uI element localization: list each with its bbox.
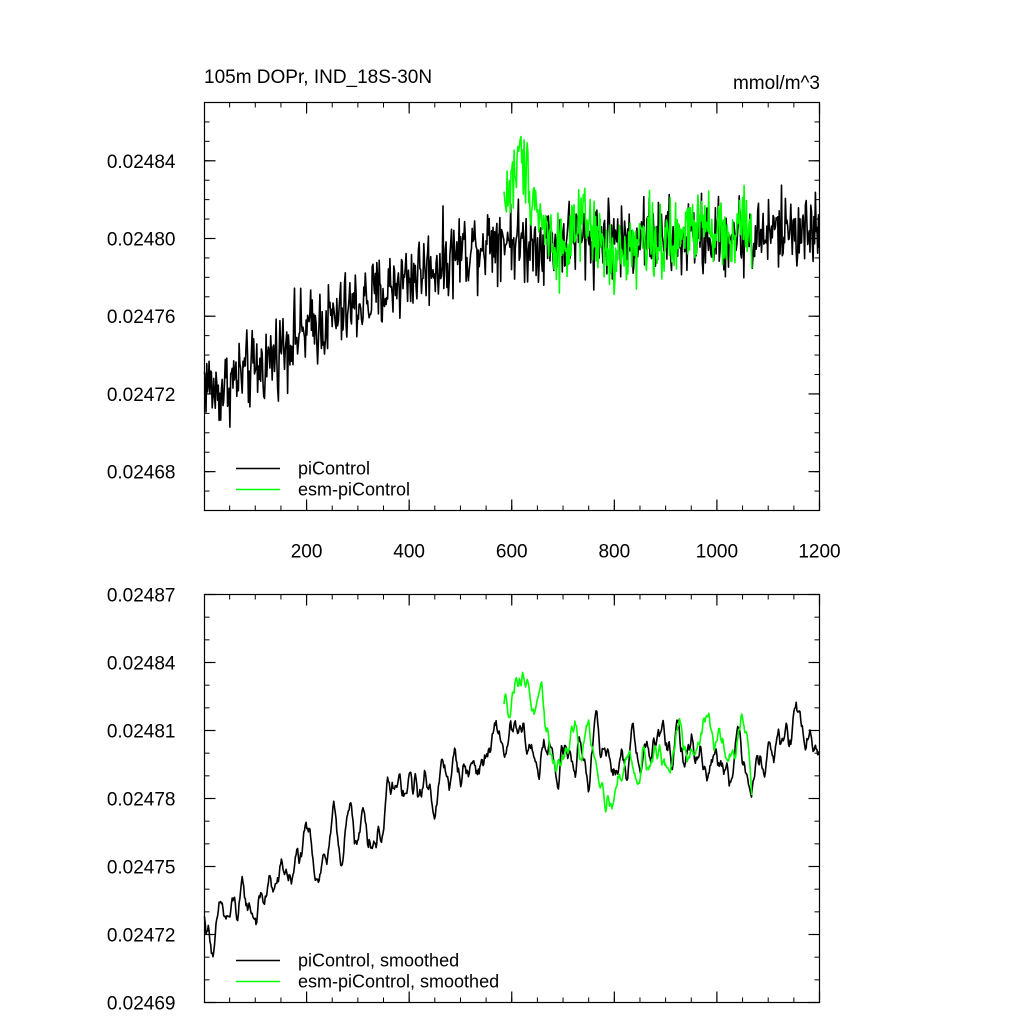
y-tick-label: 0.02472	[107, 385, 176, 406]
x-tick-label: 800	[598, 542, 630, 563]
legend-label: esm-piControl, smoothed	[298, 972, 499, 992]
top-axes-ticks: 200 400 600 800 1000 1200 0.02468 0.02472 0.0247…	[107, 102, 841, 563]
y-tick-label: 0.02468	[107, 463, 176, 484]
legend-label: piControl, smoothed	[298, 951, 459, 971]
bottom-plot-lines	[203, 671, 820, 958]
y-tick-label: 0.02475	[107, 858, 176, 879]
top-panel: 105m DOPr, IND_18S-30N mmol/m^3 200 400 60…	[107, 67, 841, 563]
top-plot-frame	[203, 101, 821, 512]
y-tick-label: 0.02472	[107, 926, 176, 947]
top-chart-units-label: mmol/m^3	[733, 73, 820, 94]
y-tick-label: 0.02481	[107, 722, 176, 743]
y-tick-label: 0.02476	[107, 307, 176, 328]
y-tick-label: 0.02478	[107, 790, 176, 811]
bottom-plot-frame	[203, 593, 821, 1004]
y-tick-label: 0.02484	[107, 152, 176, 173]
series-line-esm-picontrol	[503, 671, 753, 813]
top-chart-title: 105m DOPr, IND_18S-30N	[204, 67, 432, 88]
series-line-picontrol	[203, 184, 820, 428]
x-tick-label: 1200	[798, 542, 840, 563]
top-plot-lines	[203, 135, 820, 428]
legend-label: piControl	[298, 459, 370, 479]
legend-label: esm-piControl	[298, 480, 410, 500]
x-tick-label: 200	[291, 542, 323, 563]
x-tick-label: 1000	[696, 542, 738, 563]
bottom-panel: 0.02469 0.02472 0.02475 0.02478 0.02481 0.024…	[107, 586, 821, 1015]
y-tick-label: 0.02480	[107, 230, 176, 251]
y-tick-label: 0.02487	[107, 586, 176, 607]
x-tick-label: 600	[496, 542, 528, 563]
series-line-picontrol	[203, 701, 820, 958]
bottom-axes-ticks: 0.02469 0.02472 0.02475 0.02478 0.02481 0.024…	[107, 586, 821, 1015]
series-line-esm-picontrol	[503, 135, 753, 296]
y-tick-label: 0.02469	[107, 994, 176, 1015]
x-tick-label: 400	[393, 542, 425, 563]
y-tick-label: 0.02484	[107, 654, 176, 675]
